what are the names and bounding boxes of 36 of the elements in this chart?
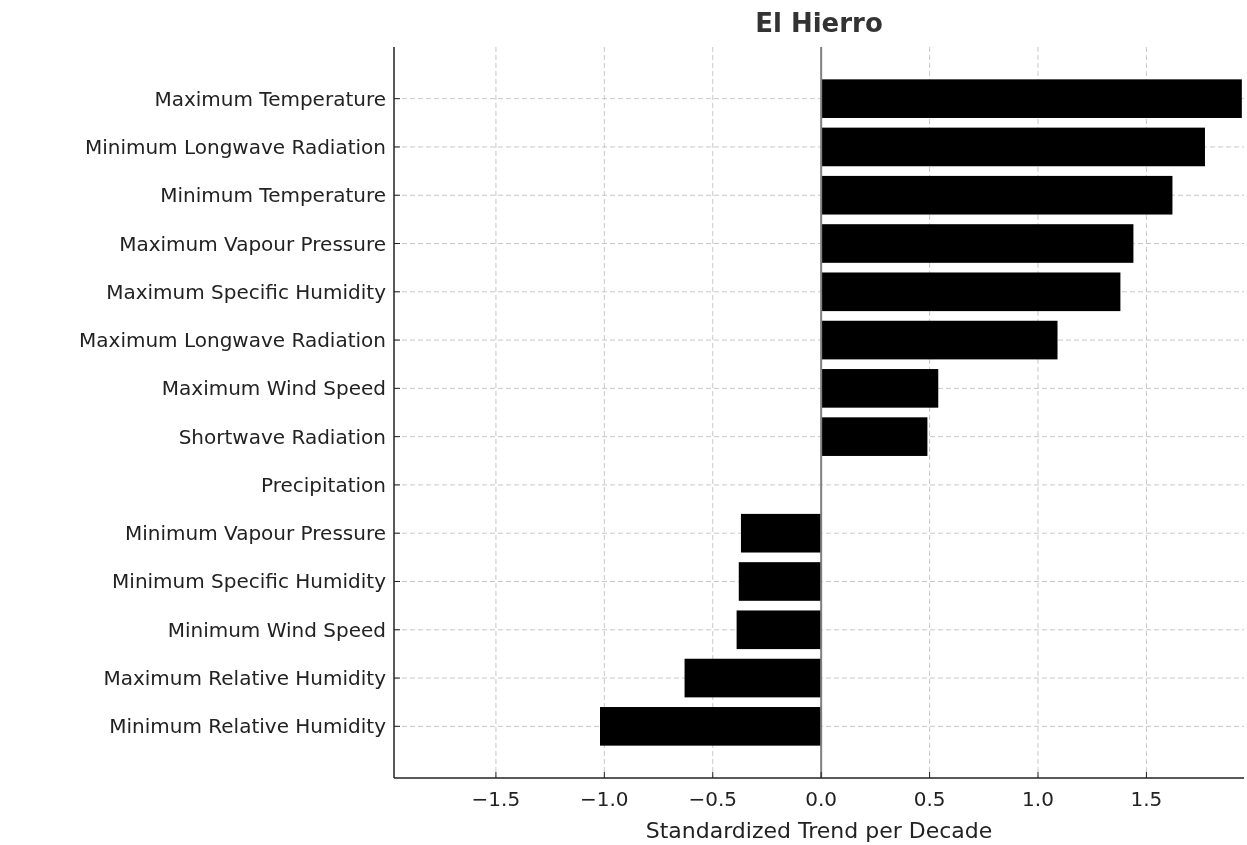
y-tick-label: Minimum Relative Humidity <box>109 714 387 739</box>
y-tick-label: Minimum Wind Speed <box>167 617 386 642</box>
y-tick-label: Maximum Specific Humidity <box>106 279 387 304</box>
x-axis-title: Standardized Trend per Decade <box>645 818 993 843</box>
y-tick-label: Maximum Vapour Pressure <box>119 231 386 256</box>
x-tick-label: 0.5 <box>913 787 946 811</box>
bar <box>821 79 1242 118</box>
bar <box>821 175 1173 215</box>
bar <box>740 513 822 553</box>
x-tick-label: 1.5 <box>1130 787 1163 811</box>
bar <box>821 272 1121 312</box>
y-tick-label: Maximum Wind Speed <box>161 376 386 401</box>
y-tick-label: Minimum Vapour Pressure <box>124 521 386 546</box>
y-tick-label: Shortwave Radiation <box>178 424 386 449</box>
bar <box>684 658 822 698</box>
y-tick-label: Maximum Temperature <box>154 86 386 111</box>
chart-title: El Hierro <box>755 8 883 38</box>
x-tick-label: −0.5 <box>688 787 738 811</box>
x-tick-label: −1.5 <box>471 787 521 811</box>
bar <box>736 610 822 650</box>
x-tick-label: 1.0 <box>1022 787 1054 811</box>
bar <box>821 127 1205 167</box>
x-tick-label: 0.0 <box>805 787 838 811</box>
bar <box>821 369 939 408</box>
bar <box>600 707 822 746</box>
x-tick-label: −1.0 <box>580 787 629 811</box>
bar <box>738 562 822 601</box>
bar <box>821 224 1134 263</box>
y-tick-label: Minimum Specific Humidity <box>112 569 387 594</box>
y-tick-label: Minimum Temperature <box>160 183 386 208</box>
y-tick-label: Maximum Relative Humidity <box>103 666 387 691</box>
bar <box>821 320 1058 360</box>
y-tick-label: Maximum Longwave Radiation <box>79 328 386 353</box>
y-tick-label: Minimum Longwave Radiation <box>84 134 386 159</box>
y-tick-label: Precipitation <box>260 472 386 497</box>
bar <box>821 417 928 456</box>
